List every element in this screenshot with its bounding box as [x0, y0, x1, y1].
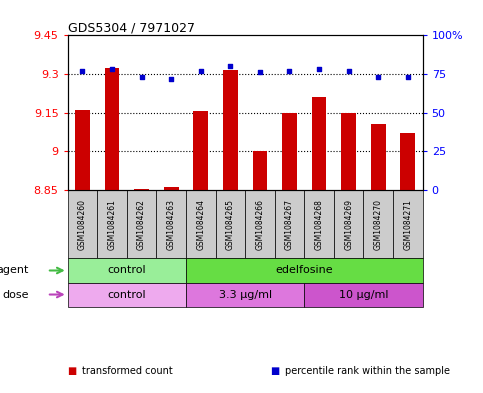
Bar: [68, 283, 186, 307]
Text: GSM1084267: GSM1084267: [285, 198, 294, 250]
Bar: [186, 259, 423, 283]
Bar: [253, 151, 267, 190]
Point: [345, 68, 353, 74]
Text: agent: agent: [0, 266, 29, 275]
Bar: [223, 70, 238, 190]
Text: GSM1084268: GSM1084268: [314, 199, 324, 250]
Text: transformed count: transformed count: [82, 366, 173, 376]
Bar: [304, 190, 334, 259]
Bar: [275, 190, 304, 259]
Bar: [127, 190, 156, 259]
Point: [197, 68, 205, 74]
Bar: [245, 190, 275, 259]
Point: [79, 68, 86, 74]
Bar: [312, 97, 327, 190]
Point: [256, 69, 264, 75]
Text: GSM1084269: GSM1084269: [344, 198, 353, 250]
Point: [167, 75, 175, 82]
Text: GSM1084271: GSM1084271: [403, 199, 412, 250]
Bar: [341, 113, 356, 190]
Point: [285, 68, 293, 74]
Text: GSM1084266: GSM1084266: [256, 198, 264, 250]
Text: 3.3 μg/ml: 3.3 μg/ml: [219, 290, 271, 299]
Bar: [371, 124, 385, 190]
Text: GSM1084264: GSM1084264: [196, 198, 205, 250]
Point: [404, 74, 412, 80]
Point: [374, 74, 382, 80]
Point: [138, 74, 145, 80]
Text: GSM1084270: GSM1084270: [374, 198, 383, 250]
Text: GSM1084261: GSM1084261: [108, 199, 116, 250]
Bar: [186, 283, 304, 307]
Point: [315, 66, 323, 72]
Bar: [304, 283, 423, 307]
Bar: [105, 68, 119, 190]
Bar: [334, 190, 364, 259]
Bar: [393, 190, 423, 259]
Bar: [156, 190, 186, 259]
Bar: [68, 190, 97, 259]
Bar: [68, 259, 186, 283]
Bar: [193, 111, 208, 190]
Bar: [75, 110, 90, 190]
Bar: [186, 190, 215, 259]
Text: ■: ■: [68, 366, 77, 376]
Bar: [400, 133, 415, 190]
Bar: [134, 189, 149, 190]
Text: GSM1084260: GSM1084260: [78, 198, 87, 250]
Point: [108, 66, 116, 72]
Point: [227, 63, 234, 70]
Text: dose: dose: [3, 290, 29, 299]
Bar: [215, 190, 245, 259]
Text: GSM1084265: GSM1084265: [226, 198, 235, 250]
Text: GSM1084262: GSM1084262: [137, 199, 146, 250]
Bar: [164, 187, 179, 190]
Text: GDS5304 / 7971027: GDS5304 / 7971027: [68, 21, 195, 34]
Bar: [364, 190, 393, 259]
Bar: [97, 190, 127, 259]
Text: control: control: [108, 290, 146, 299]
Text: control: control: [108, 266, 146, 275]
Text: ■: ■: [270, 366, 280, 376]
Text: edelfosine: edelfosine: [275, 266, 333, 275]
Bar: [282, 113, 297, 190]
Text: 10 μg/ml: 10 μg/ml: [339, 290, 388, 299]
Text: GSM1084263: GSM1084263: [167, 198, 176, 250]
Text: percentile rank within the sample: percentile rank within the sample: [285, 366, 450, 376]
